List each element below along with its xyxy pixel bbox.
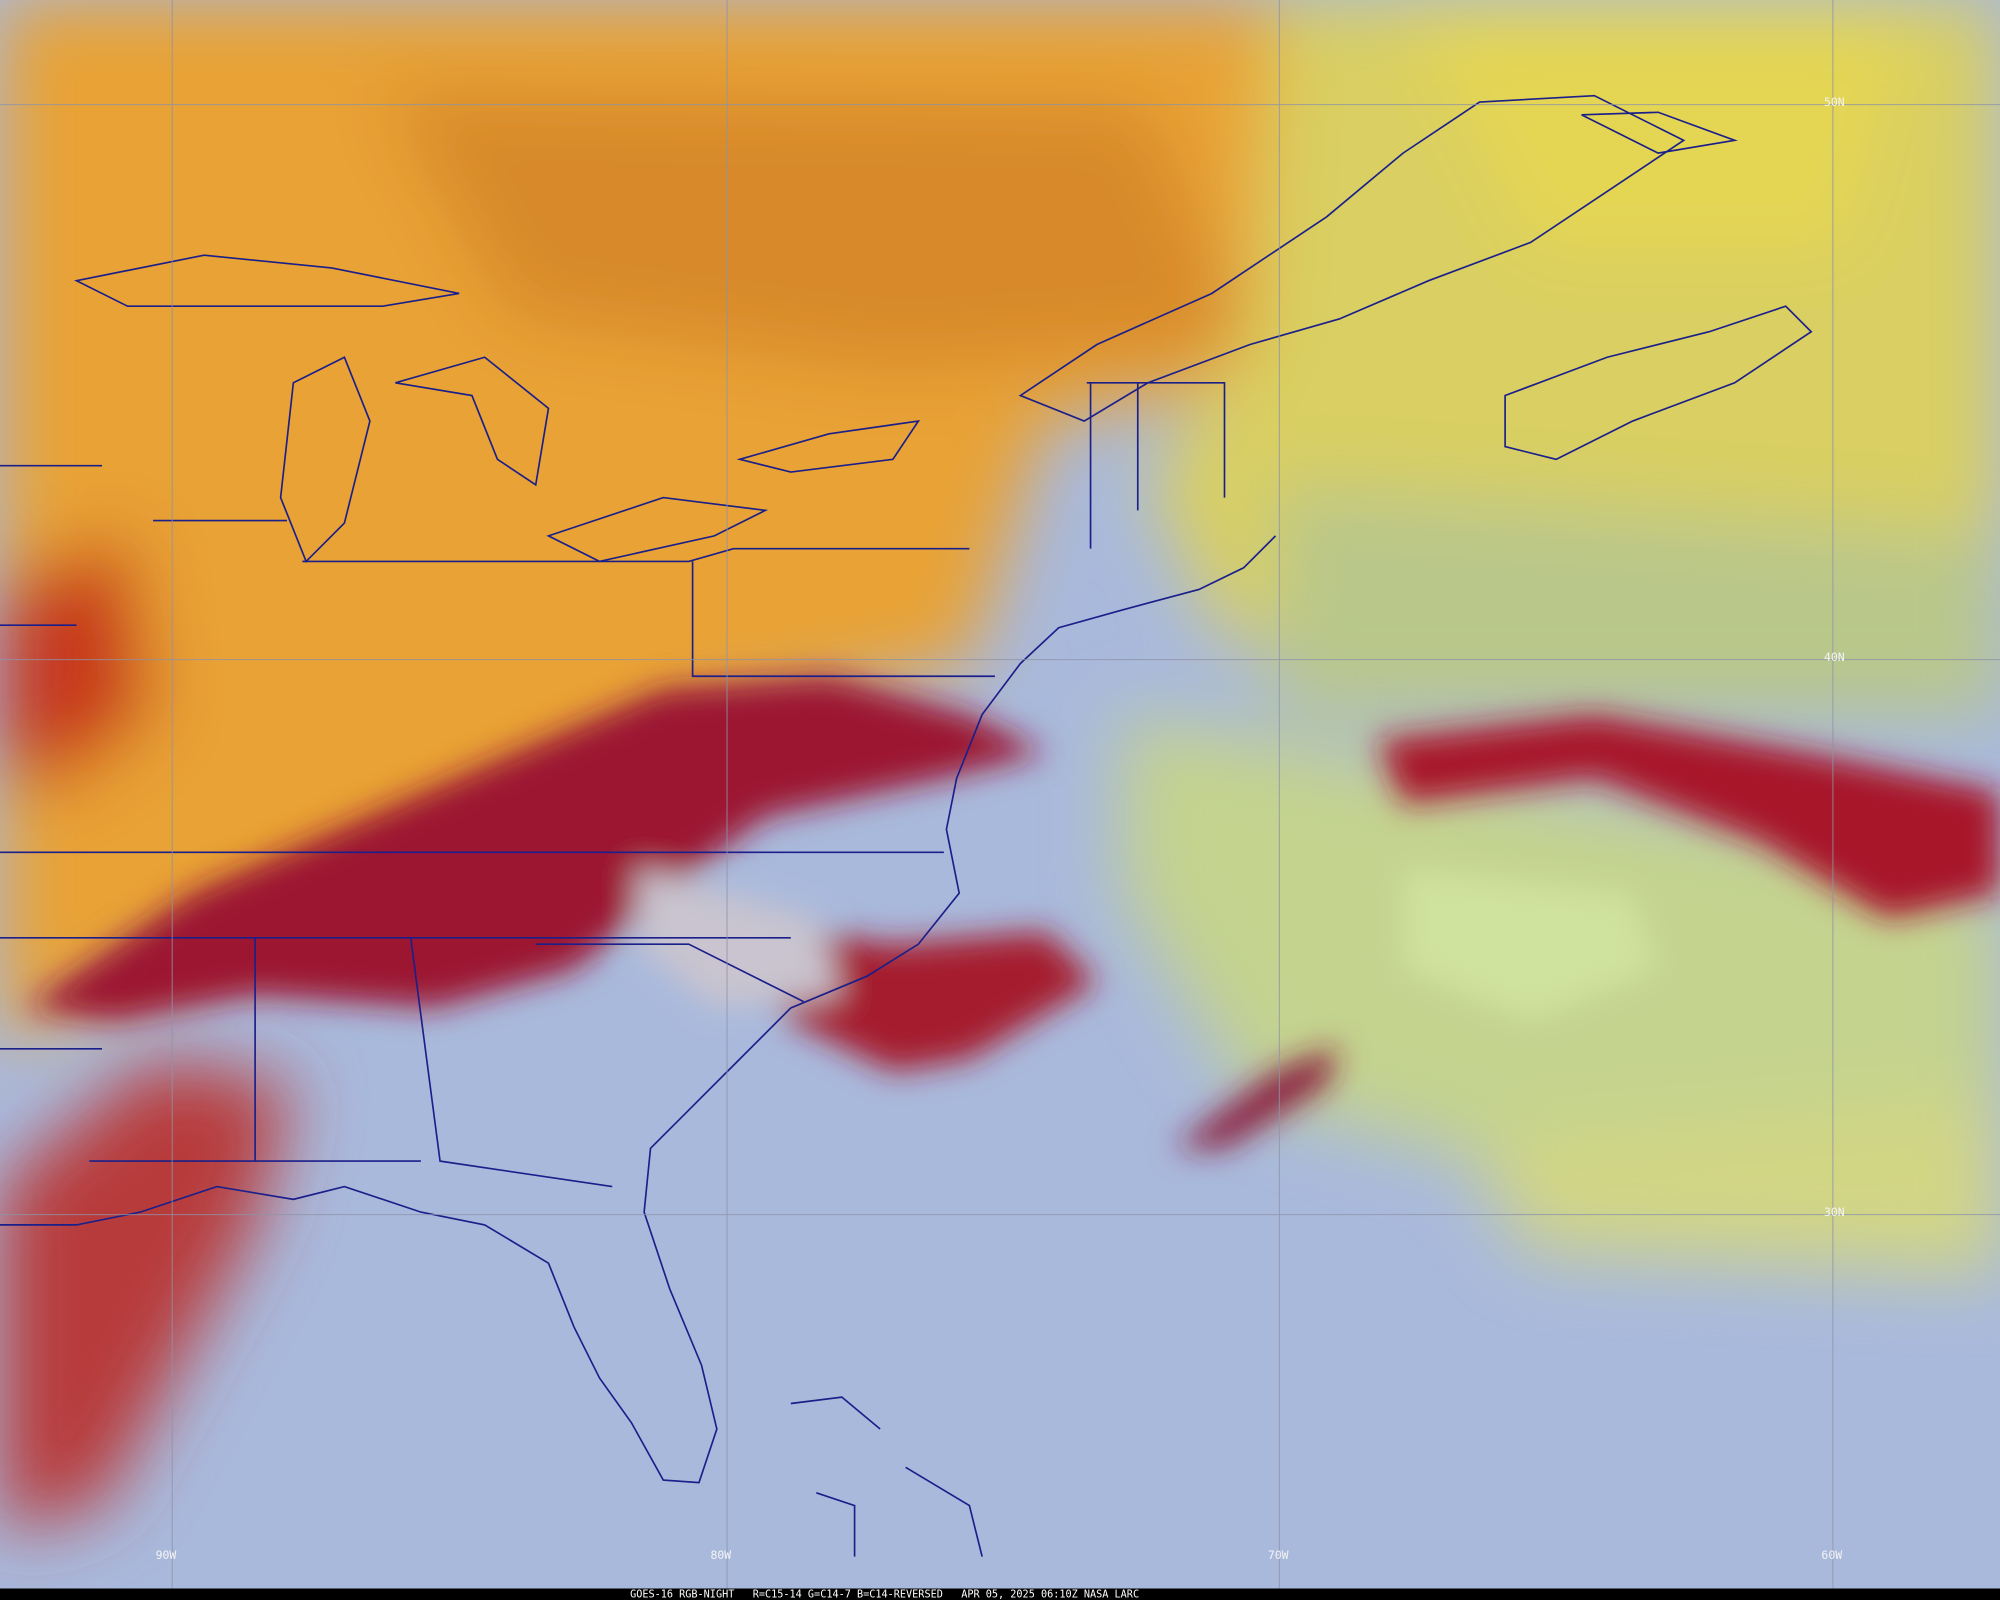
labels: 50N 40N 30N 90W 80W 70W 60W	[156, 95, 1845, 1562]
caption: GOES-16 RGB-NIGHT R=C15-14 G=C14-7 B=C14…	[630, 1589, 1139, 1600]
lat-label: 30N	[1824, 1205, 1845, 1219]
lon-label: 80W	[710, 1548, 731, 1562]
coastlines	[0, 94, 1813, 1557]
caption-bar	[0, 1588, 2000, 1600]
lat-label: 40N	[1824, 650, 1845, 664]
lon-label: 90W	[156, 1548, 177, 1562]
lon-label: 70W	[1268, 1548, 1289, 1562]
lon-label: 60W	[1821, 1548, 1842, 1562]
lat-label: 50N	[1824, 95, 1845, 109]
